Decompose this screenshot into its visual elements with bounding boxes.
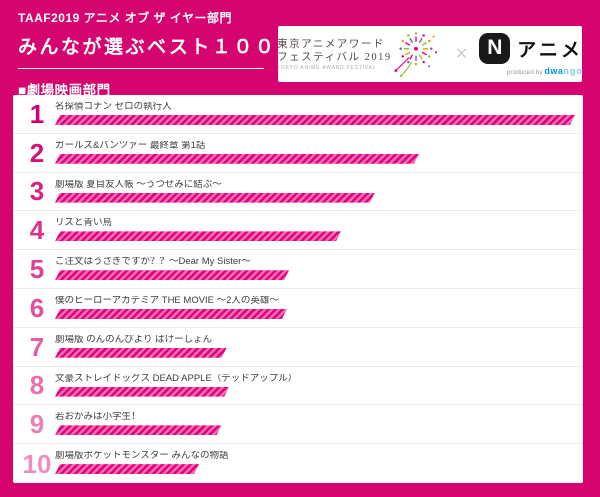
ranking-row: 7 劇場版 のんのんびより ばけーしょん [13, 328, 583, 367]
rank-number: 8 [29, 370, 45, 401]
entry-title: 文豪ストレイドッグス DEAD APPLE（デッドアップル） [55, 373, 298, 383]
rank-number: 10 [22, 448, 52, 479]
entry-title: 名探偵コナン ゼロの執行人 [55, 102, 172, 111]
taaf-logo-line2: フェスティバル 2019 [277, 51, 392, 63]
taaf-logo-line3: TOKYO ANIME AWARD FESTIVAL [277, 64, 377, 71]
vote-bar [55, 193, 375, 203]
page-title: みんなが選ぶベスト１００ [18, 37, 277, 58]
header-subtitle: TAAF2019 アニメ オブ ザ イヤー部門 [18, 11, 233, 25]
vote-bar [55, 425, 221, 435]
n-anime-logo: N アニメ produced by dwango [479, 32, 583, 76]
produced-by: produced by dwango [506, 65, 583, 76]
vote-bar [55, 154, 419, 164]
entry-title: リズと青い鳥 [55, 218, 113, 228]
rank-number: 1 [29, 98, 45, 129]
n-icon: N [479, 32, 511, 64]
ranking-row: 10 劇場版ポケットモンスター みんなの物語 [13, 444, 583, 483]
entry-title: ご注文はうさぎですか？？～Dear My Sister～ [55, 257, 251, 267]
ranking-row: 1 名探偵コナン ゼロの執行人 [13, 95, 583, 134]
header: TAAF2019 アニメ オブ ザ イヤー部門 みんなが選ぶベスト１００ ■劇場… [18, 9, 276, 99]
entry-title: 劇場版 のんのんびより ばけーしょん [55, 334, 213, 344]
vote-bar [55, 270, 289, 280]
ranking-row: 3 劇場版 夏目友人帳 ～うつせみに結ぶ～ [13, 173, 583, 212]
vote-bar [55, 387, 229, 397]
taaf-logo: 東京アニメアワード フェスティバル 2019 TOKYO ANIME AWARD… [277, 26, 444, 82]
firework-icon [394, 32, 437, 78]
rank-number: 9 [29, 409, 45, 440]
vote-bar [55, 231, 341, 241]
rank-number: 5 [29, 254, 45, 285]
vote-bar [55, 464, 199, 474]
entry-title: 劇場版 夏目友人帳 ～うつせみに結ぶ～ [55, 179, 222, 189]
produced-by-text: produced by [506, 68, 545, 76]
ranking-row: 4 リズと青い鳥 [13, 211, 583, 251]
ranking-row: 9 若おかみは小学生！ [13, 405, 583, 445]
vote-bar [55, 309, 287, 319]
entry-title: ガールズ&パンツァー 最終章 第1話 [55, 140, 206, 150]
logo-banner: 東京アニメアワード フェスティバル 2019 TOKYO ANIME AWARD… [277, 26, 583, 82]
rank-number: 2 [29, 137, 45, 168]
rank-number: 3 [29, 176, 45, 207]
entry-title: 僕のヒーローアカデミア THE MOVIE ～2人の英雄～ [55, 295, 279, 305]
vote-bar [55, 115, 575, 125]
rank-number: 7 [29, 331, 45, 362]
ranking-row: 2 ガールズ&パンツァー 最終章 第1話 [13, 134, 583, 173]
rank-number: 6 [29, 292, 45, 323]
vote-bar [55, 348, 227, 358]
ranking-card: 1 名探偵コナン ゼロの執行人 2 ガールズ&パンツァー 最終章 第1話 3 劇… [13, 95, 583, 483]
entry-title: 劇場版ポケットモンスター みんなの物語 [55, 451, 229, 461]
section-title: ■劇場映画部門 [18, 83, 111, 98]
ranking-row: 6 僕のヒーローアカデミア THE MOVIE ～2人の英雄～ [13, 289, 583, 328]
entry-title: 若おかみは小学生！ [55, 412, 141, 422]
n-anime-label: アニメ [517, 39, 583, 61]
ranking-row: 8 文豪ストレイドッグス DEAD APPLE（デッドアップル） [13, 367, 583, 406]
ranking-row: 5 ご注文はうさぎですか？？～Dear My Sister～ [13, 250, 583, 289]
ranking-list: 1 名探偵コナン ゼロの執行人 2 ガールズ&パンツァー 最終章 第1話 3 劇… [13, 95, 583, 483]
header-underline [18, 68, 264, 69]
rank-number: 4 [29, 215, 45, 246]
dwango-logo: dwa [544, 65, 564, 76]
cross-icon: × [455, 42, 468, 65]
taaf-logo-line1: 東京アニメアワード [277, 38, 385, 50]
